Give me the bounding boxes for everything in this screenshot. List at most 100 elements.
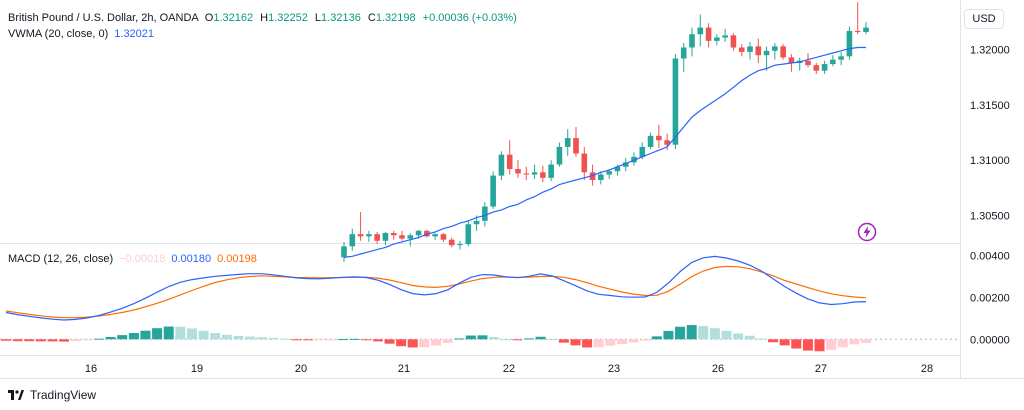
vwma-label[interactable]: VWMA (20, close, 0) <box>8 28 109 40</box>
histogram-bar <box>59 339 70 342</box>
macd-legend[interactable]: MACD (12, 26, close) −0.00018 0.00180 0.… <box>8 253 257 265</box>
candle-body <box>656 135 662 141</box>
candle-body <box>415 230 422 236</box>
candle-body <box>357 234 364 237</box>
histogram-bar <box>431 339 441 346</box>
candle <box>714 34 720 46</box>
macd-axis-label: 0.00200 <box>970 292 1010 304</box>
histogram-bar <box>523 338 534 340</box>
candle <box>564 129 571 156</box>
candle-body <box>738 47 745 52</box>
brand-name: TradingView <box>30 388 97 402</box>
candle <box>672 54 679 150</box>
candle-body <box>614 166 621 172</box>
candle <box>747 41 753 60</box>
histogram-bar <box>802 339 813 351</box>
candle <box>357 212 364 241</box>
candle-body <box>705 27 712 41</box>
lightning-icon[interactable] <box>857 222 877 242</box>
price-axis-label: 1.31000 <box>970 155 1010 167</box>
symbol-title[interactable]: British Pound / U.S. Dollar, 2h, OANDA <box>8 12 199 24</box>
tradingview-branding[interactable]: TradingView <box>8 388 96 402</box>
candle <box>531 164 538 179</box>
histogram-bar <box>651 336 662 340</box>
histogram-bar <box>140 330 151 340</box>
histogram-bar <box>791 339 802 349</box>
histogram-bar <box>35 339 46 342</box>
candle-body <box>399 235 405 239</box>
histogram-bar <box>489 336 500 340</box>
histogram-bar <box>861 339 871 344</box>
histogram-bar <box>582 339 593 348</box>
candle <box>722 28 728 42</box>
histogram-bar <box>268 337 279 340</box>
candle-body <box>448 239 455 246</box>
time-axis-label: 28 <box>921 363 933 375</box>
histogram-bar <box>384 339 395 344</box>
histogram-bar <box>640 339 651 341</box>
histogram-bar <box>826 339 837 350</box>
candle-body <box>830 59 836 65</box>
candle <box>622 157 629 172</box>
ohlc-values: O1.32162 H1.32252 L1.32136 C1.32198 +0.0… <box>205 12 517 24</box>
histogram-bar <box>82 339 93 341</box>
currency-button[interactable]: USD <box>964 9 1004 29</box>
histogram-bar <box>245 336 256 340</box>
histogram-bar <box>1 339 11 341</box>
candle-body <box>382 233 389 241</box>
candle <box>863 22 869 35</box>
macd-histogram[interactable] <box>1 325 871 352</box>
time-axis-label: 21 <box>398 363 410 375</box>
histogram-bar <box>210 333 221 340</box>
price-candles[interactable] <box>341 2 869 262</box>
histogram-bar <box>361 339 372 341</box>
histogram-bar <box>314 339 325 341</box>
candle <box>366 230 372 242</box>
candle-body <box>432 234 438 237</box>
candle <box>846 26 853 60</box>
candle <box>374 231 380 245</box>
vwma-line[interactable] <box>343 46 866 258</box>
candle-body <box>647 135 654 147</box>
histogram-bar <box>837 339 848 348</box>
histogram-bar <box>372 339 383 342</box>
candle <box>780 44 786 60</box>
candle-body <box>407 235 414 239</box>
candle-body <box>440 234 447 240</box>
histogram-bar <box>593 339 604 348</box>
candle <box>796 57 803 71</box>
currency-label: USD <box>972 13 996 25</box>
macd-line <box>5 255 867 321</box>
macd-label[interactable]: MACD (12, 26, close) <box>8 253 114 265</box>
histogram-bar <box>675 326 686 340</box>
vwma-legend[interactable]: VWMA (20, close, 0) 1.32021 <box>8 28 154 40</box>
candle-body <box>788 57 795 63</box>
macd-lines[interactable] <box>5 255 867 321</box>
histogram-bar <box>512 339 523 341</box>
candle <box>506 140 513 175</box>
price-legend[interactable]: British Pound / U.S. Dollar, 2h, OANDA O… <box>8 12 517 24</box>
histogram-bar <box>616 339 627 345</box>
candle <box>457 240 463 250</box>
histogram-bar <box>407 339 418 348</box>
histogram-bar <box>768 339 779 343</box>
histogram-bar <box>198 330 209 340</box>
histogram-bar <box>721 330 732 340</box>
high-label: H <box>260 12 269 24</box>
open-value: 1.32162 <box>213 12 254 24</box>
candle-body <box>515 168 521 174</box>
histogram-bar <box>256 337 267 340</box>
histogram-bar <box>279 338 290 340</box>
candle-body <box>473 220 480 225</box>
histogram-bar <box>744 335 755 340</box>
time-axis-label: 22 <box>503 363 515 375</box>
histogram-bar <box>733 333 744 340</box>
candle-body <box>846 30 853 57</box>
price-axis-label: 1.31500 <box>970 100 1010 112</box>
histogram-bar <box>663 330 674 340</box>
histogram-bar <box>291 339 302 341</box>
candle <box>349 228 356 251</box>
histogram-bar <box>93 338 104 340</box>
histogram-bar <box>779 339 790 346</box>
